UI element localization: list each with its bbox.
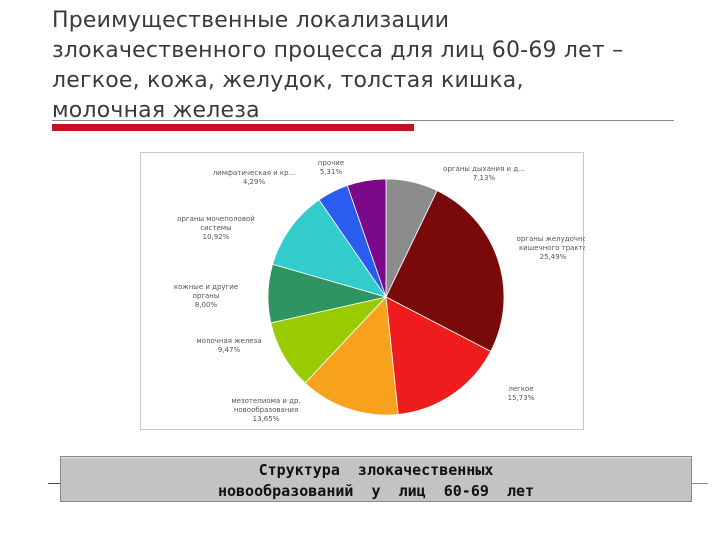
chart-caption: Структура злокачественных новообразовани… xyxy=(60,456,692,502)
pie-slice-label-2: органы желудочно-кишечного тракта 25,49% xyxy=(517,235,585,261)
pie-slice-label-3: легкое 15,73% xyxy=(508,385,535,402)
pie-slice-9 xyxy=(346,178,387,298)
title-divider-line xyxy=(52,120,674,121)
pie-slice-2 xyxy=(385,190,505,352)
title-line-1: Преимущественные локализации xyxy=(52,8,450,33)
title-accent-bar xyxy=(52,124,414,131)
pie-slice-label-9: прочие 5,31% xyxy=(318,159,344,176)
title-line-3: легкое, кожа, желудок, толстая кишка, xyxy=(52,68,524,93)
pie-chart: органы дыхания и д... 7,13% органы желудоч… xyxy=(174,159,585,423)
pie-slice-label-8: лимфатическая и кр... 4,29% xyxy=(213,169,296,186)
pie-slice-label-4: мезотелиома и др. новообразования 13,65% xyxy=(231,397,300,423)
pie-slice-4 xyxy=(304,296,399,416)
pie-slice-7 xyxy=(272,199,387,298)
pie-slice-3 xyxy=(385,296,492,415)
caption-accent-line xyxy=(48,483,62,484)
pie-slice-label-7: органы мочеполовой системы 10,92% xyxy=(177,215,255,241)
pie-chart-frame: органы дыхания и д... 7,13% органы желудоч… xyxy=(140,152,585,430)
caption-line-2: новообразований у лиц 60-69 лет xyxy=(217,482,535,500)
pie-slice-label-6: кожные и другие органы 8,00% xyxy=(174,283,238,309)
pie-slice-label-5: молочная железа 9,47% xyxy=(196,337,261,354)
title-line-4: молочная железа xyxy=(52,98,260,123)
slide-title: Преимущественные локализации злокачестве… xyxy=(52,6,702,126)
title-line-2: злокачественного процесса для лиц 60-69 … xyxy=(52,38,624,63)
caption-line-1: Структура злокачественных xyxy=(258,461,494,479)
pie-slice-label-1: органы дыхания и д... 7,13% xyxy=(443,165,525,182)
caption-divider-line xyxy=(692,483,708,484)
